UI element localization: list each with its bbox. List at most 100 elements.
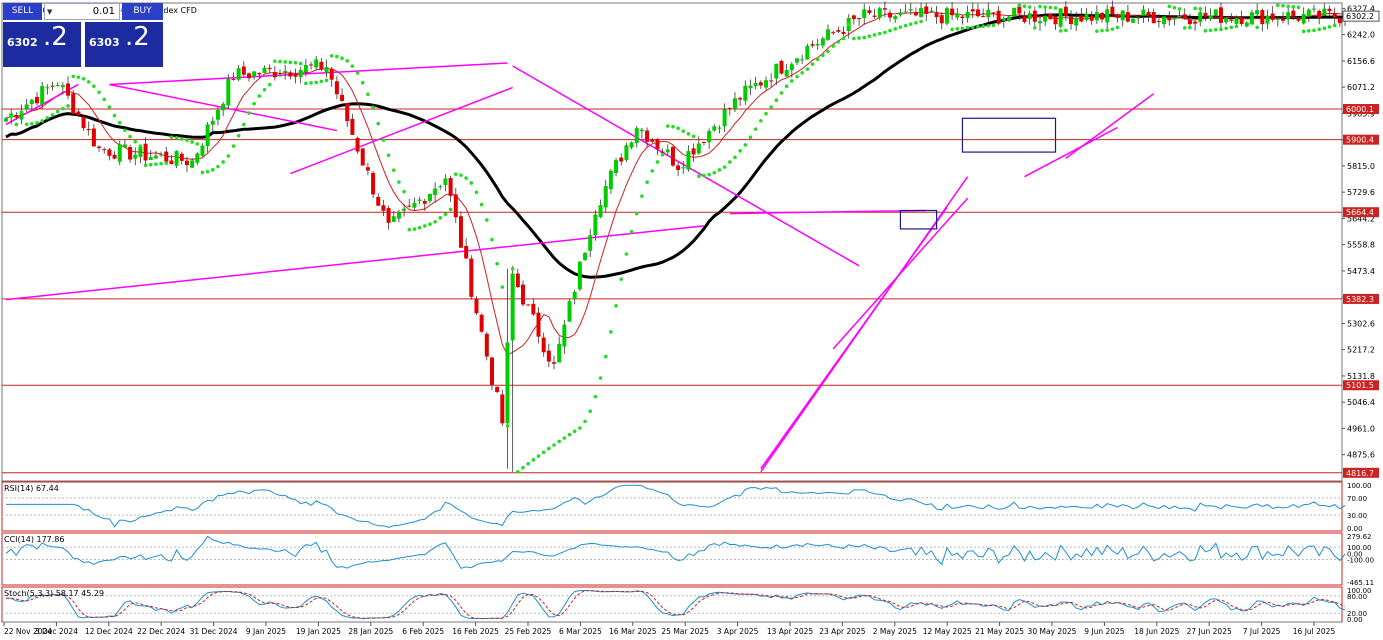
parabolic-sar-dot (1276, 3, 1280, 8)
candle-body (267, 67, 272, 70)
parabolic-sar-dot (1022, 4, 1027, 8)
volume-input[interactable]: 0.01 (44, 3, 120, 20)
candle-body (841, 31, 846, 35)
parabolic-sar-dot (696, 174, 701, 179)
indicator-panel-frame (1, 481, 1343, 532)
parabolic-sar-dot (226, 154, 231, 158)
parabolic-sar-dot (640, 194, 644, 198)
parabolic-sar-dot (547, 446, 551, 451)
candle-body (138, 146, 143, 157)
indicator-panel-frame (1, 586, 1343, 623)
candle-body (381, 205, 386, 211)
parabolic-sar-dot (154, 162, 158, 166)
candle-body (371, 172, 376, 195)
parabolic-sar-dot (1291, 5, 1296, 9)
candle-body (727, 108, 732, 110)
candle-body (469, 258, 474, 297)
parabolic-sar-dot (857, 36, 861, 40)
parabolic-sar-dot (355, 71, 360, 75)
parabolic-sar-dot (443, 212, 448, 217)
level-price-label: 5382.3 (1346, 295, 1374, 304)
parabolic-sar-dot (738, 149, 742, 153)
candle-body (1280, 18, 1285, 21)
candle-body (1032, 10, 1037, 22)
parabolic-sar-dot (221, 160, 225, 164)
candle-body (779, 60, 784, 74)
candle-body (174, 151, 179, 166)
price-tick-label: 6242.0 (1347, 31, 1375, 40)
candle-body (862, 9, 867, 18)
parabolic-sar-dot (133, 140, 138, 144)
parabolic-sar-dot (231, 144, 236, 148)
parabolic-sar-dot (898, 25, 903, 29)
parabolic-sar-dot (453, 172, 458, 176)
candle-body (676, 165, 681, 171)
date-tick-label: 16 Jul 2025 (1293, 627, 1336, 636)
candle-body (1156, 20, 1161, 22)
parabolic-sar-dot (55, 109, 60, 114)
candle-body (1074, 18, 1079, 26)
candle-body (210, 120, 215, 125)
parabolic-sar-dot (821, 53, 825, 58)
candle-body (696, 143, 701, 154)
candle-body (1255, 10, 1260, 15)
candle-body (133, 154, 138, 159)
candle-body (143, 143, 148, 161)
parabolic-sar-dot (1017, 3, 1022, 8)
cci-tick-label: -100.00 (1347, 556, 1374, 564)
date-tick-label: 25 Mar 2025 (661, 627, 709, 636)
parabolic-sar-dot (831, 44, 835, 48)
candle-body (810, 44, 815, 46)
volume-arrow-icon[interactable]: ▼ (47, 8, 53, 16)
candle-body (701, 141, 706, 143)
candle-body (624, 145, 629, 160)
candle-body (484, 333, 489, 357)
parabolic-sar-dot (283, 60, 287, 64)
sell-button[interactable]: SELL (3, 3, 42, 20)
parabolic-sar-dot (598, 376, 603, 380)
parabolic-sar-dot (645, 180, 649, 184)
candle-body (1312, 8, 1317, 10)
candle-body (345, 103, 350, 122)
candle-body (686, 151, 691, 170)
candle-body (179, 153, 184, 161)
candle-body (1332, 12, 1337, 18)
candle-body (1193, 21, 1198, 24)
rsi-tick-label: 100.00 (1347, 482, 1372, 490)
parabolic-sar-dot (521, 465, 525, 470)
one-click-trading-panel: SELL 0.01 ▼ BUY 6302 .2 6303 .2 (3, 3, 163, 67)
candle-body (924, 6, 929, 14)
buy-price-button[interactable]: 6303 .2 (85, 22, 163, 67)
parabolic-sar-dot (1043, 5, 1047, 9)
parabolic-sar-dot (728, 160, 732, 164)
candle-body (877, 8, 882, 18)
parabolic-sar-dot (24, 122, 29, 127)
parabolic-sar-dot (138, 144, 143, 148)
parabolic-sar-dot (557, 439, 561, 444)
ask-price-frac: .2 (125, 22, 150, 52)
sell-price-button[interactable]: 6302 .2 (3, 22, 81, 67)
parabolic-sar-dot (45, 115, 50, 120)
candle-body (800, 59, 805, 61)
candle-body (1100, 12, 1105, 20)
parabolic-sar-dot (603, 354, 608, 359)
rsi-tick-label: 70.00 (1347, 495, 1367, 503)
parabolic-sar-dot (495, 261, 499, 266)
parabolic-sar-dot (510, 267, 515, 271)
parabolic-sar-dot (567, 432, 572, 437)
date-tick-label: 3 Apr 2025 (717, 627, 759, 636)
candle-body (169, 160, 174, 165)
candle-body (55, 85, 60, 87)
level-price-tag (1343, 104, 1379, 115)
parabolic-sar-dot (1058, 29, 1063, 33)
date-tick-label: 2 May 2025 (873, 627, 917, 636)
parabolic-sar-dot (1182, 26, 1187, 30)
parabolic-sar-dot (826, 49, 830, 54)
candle-body (826, 29, 831, 40)
buy-button[interactable]: BUY (122, 3, 163, 20)
candle-body (417, 199, 422, 201)
candle-body (221, 103, 226, 111)
candle-body (515, 273, 520, 288)
candle-body (908, 9, 913, 11)
